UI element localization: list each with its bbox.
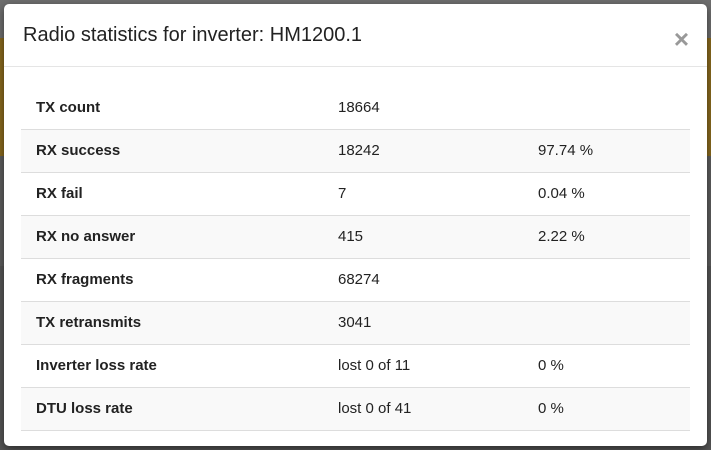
table-row: TX retransmits 3041	[21, 301, 690, 345]
close-icon[interactable]: ×	[673, 24, 689, 54]
radio-stats-table: TX count 18664 RX success 18242 97.74 % …	[21, 86, 690, 431]
stat-percent: 0 %	[523, 344, 690, 388]
table-row: RX fail 7 0.04 %	[21, 172, 690, 216]
stat-value: 18664	[323, 86, 523, 130]
stat-value: 68274	[323, 258, 523, 302]
stat-percent	[523, 301, 690, 345]
stat-percent: 0 %	[523, 387, 690, 431]
table-row: DTU loss rate lost 0 of 41 0 %	[21, 387, 690, 431]
stat-value: lost 0 of 11	[323, 344, 523, 388]
table-row: RX no answer 415 2.22 %	[21, 215, 690, 259]
stat-value: 7	[323, 172, 523, 216]
radio-statistics-modal: Radio statistics for inverter: HM1200.1 …	[4, 4, 707, 446]
stat-label: Inverter loss rate	[21, 344, 323, 388]
stat-value: 18242	[323, 129, 523, 173]
table-row: TX count 18664	[21, 86, 690, 130]
stat-percent: 0.04 %	[523, 172, 690, 216]
table-row: Inverter loss rate lost 0 of 11 0 %	[21, 344, 690, 388]
modal-body: TX count 18664 RX success 18242 97.74 % …	[4, 67, 707, 431]
stat-percent	[523, 258, 690, 302]
stat-label: TX retransmits	[21, 301, 323, 345]
stat-value: 3041	[323, 301, 523, 345]
stat-label: DTU loss rate	[21, 387, 323, 431]
table-row: RX fragments 68274	[21, 258, 690, 302]
stat-percent	[523, 86, 690, 130]
table-row: RX success 18242 97.74 %	[21, 129, 690, 173]
stat-percent: 2.22 %	[523, 215, 690, 259]
modal-header: Radio statistics for inverter: HM1200.1 …	[4, 4, 707, 67]
stat-value: lost 0 of 41	[323, 387, 523, 431]
stat-label: TX count	[21, 86, 323, 130]
stat-value: 415	[323, 215, 523, 259]
modal-title: Radio statistics for inverter: HM1200.1	[23, 23, 363, 46]
stat-percent: 97.74 %	[523, 129, 690, 173]
stat-label: RX fragments	[21, 258, 323, 302]
stat-label: RX success	[21, 129, 323, 173]
stat-label: RX no answer	[21, 215, 323, 259]
stat-label: RX fail	[21, 172, 323, 216]
